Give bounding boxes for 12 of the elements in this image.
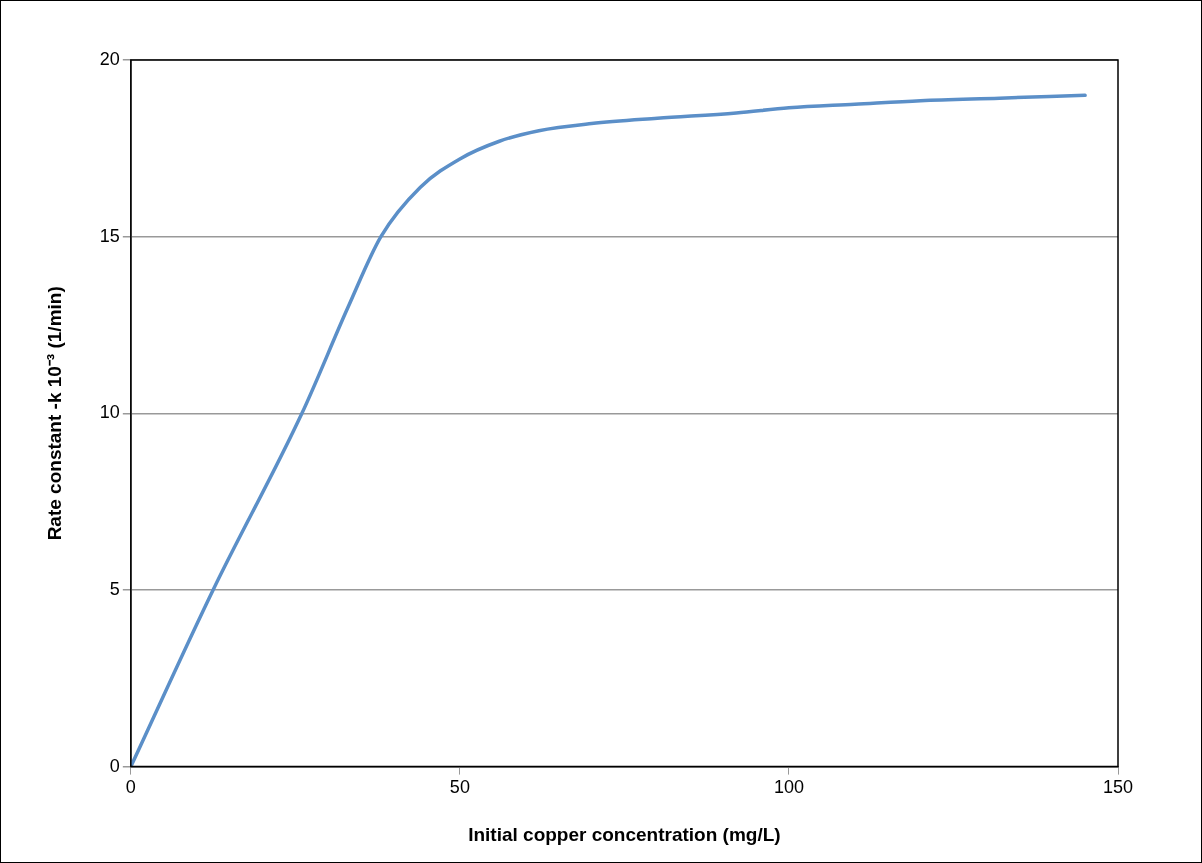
line-series xyxy=(130,93,1087,767)
y-tick-label: 5 xyxy=(109,578,120,599)
y-axis-title: Rate constant -k 10⁻³ (1/min) xyxy=(43,286,65,541)
y-tick-label: 15 xyxy=(99,225,120,246)
x-tick-label: 50 xyxy=(449,777,470,798)
y-tick-label: 20 xyxy=(99,48,120,69)
x-tick-label: 150 xyxy=(1102,777,1134,798)
x-axis-title: Initial copper concentration (mg/L) xyxy=(468,823,781,845)
y-tick-label: 10 xyxy=(99,402,120,423)
x-tick-label: 0 xyxy=(125,777,136,798)
x-tick-label: 100 xyxy=(773,777,804,798)
y-tick-label: 0 xyxy=(109,755,120,776)
